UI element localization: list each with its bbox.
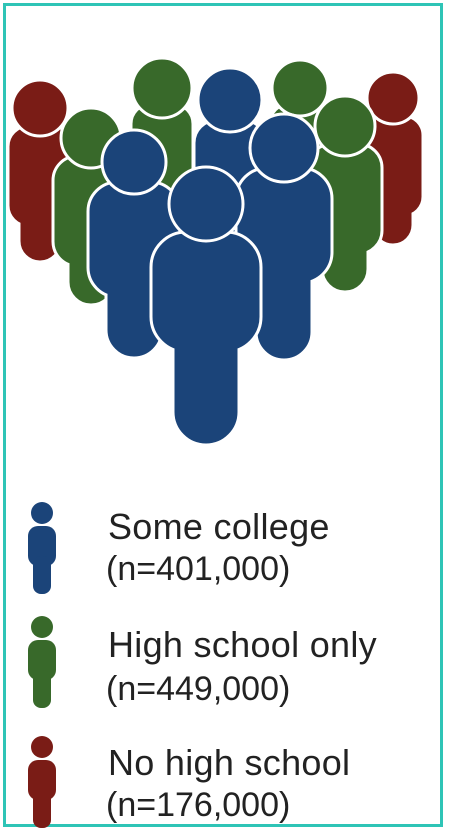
person-icon-high-school-only — [28, 616, 56, 708]
legend-label-no-high-school: No high school — [108, 742, 351, 783]
legend-item-no-high-school: No high school (n=176,000) — [0, 734, 449, 834]
legend-count-no-high-school: (n=176,000) — [106, 786, 291, 824]
legend-count-some-college: (n=401,000) — [106, 550, 291, 588]
legend-item-high-school-only: High school only (n=449,000) — [0, 614, 449, 714]
person-icon-some-college — [28, 502, 56, 594]
crowd-of-people-illustration — [6, 56, 425, 447]
legend-label-some-college: Some college — [108, 506, 330, 547]
legend-count-high-school-only: (n=449,000) — [106, 670, 291, 708]
person-icon-front-center — [149, 165, 263, 447]
legend-item-some-college: Some college (n=401,000) — [0, 500, 449, 600]
person-icon-no-high-school — [28, 736, 56, 828]
legend-label-high-school-only: High school only — [108, 624, 377, 665]
